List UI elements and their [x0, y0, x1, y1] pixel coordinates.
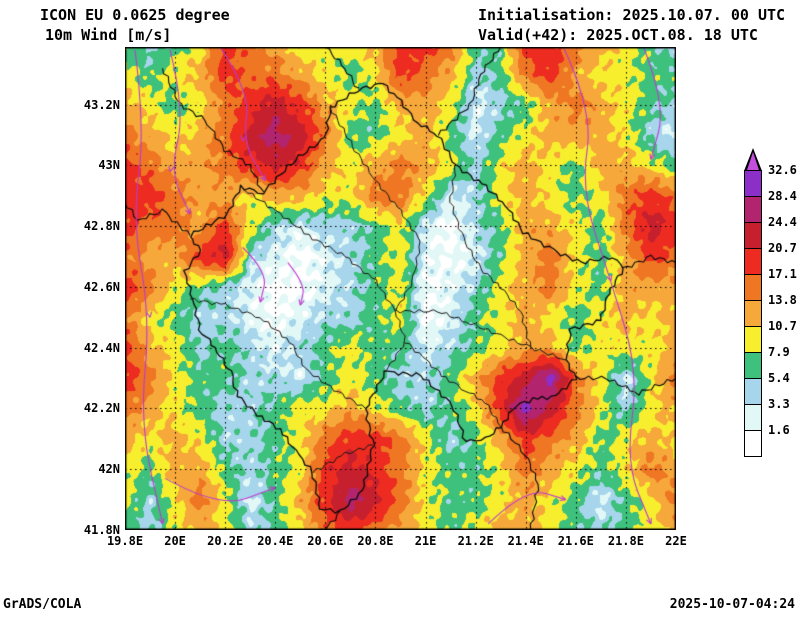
colorbar-arrow-fill [746, 152, 759, 170]
x-tick-label: 20.6E [307, 534, 344, 548]
x-tick-label: 22E [665, 534, 687, 548]
y-tick-label: 42.8N [83, 219, 120, 234]
colorbar-segment [744, 196, 762, 223]
field-title: 10m Wind [m/s] [45, 26, 172, 44]
colorbar-label: 17.1 [768, 267, 797, 281]
colorbar-segment [744, 326, 762, 353]
valid-time-label: Valid(+42): 2025.OCT.08. 18 UTC [478, 26, 758, 44]
y-tick-label: 42.4N [83, 340, 120, 355]
colorbar-label: 5.4 [768, 371, 790, 385]
x-tick-label: 21.4E [507, 534, 544, 548]
colorbar-label: 24.4 [768, 215, 797, 229]
x-tick-label: 21.8E [607, 534, 644, 548]
x-tick-label: 21.6E [557, 534, 594, 548]
colorbar-label: 3.3 [768, 397, 790, 411]
x-tick-label: 20.2E [207, 534, 244, 548]
colorbar-segment [744, 404, 762, 431]
y-tick-label: 42N [98, 462, 120, 477]
colorbar-segment [744, 274, 762, 301]
y-tick-label: 42.2N [83, 401, 120, 416]
colorbar-label: 1.6 [768, 423, 790, 437]
colorbar-label: 7.9 [768, 345, 790, 359]
wind-map-canvas [125, 47, 676, 530]
x-tick-label: 19.8E [106, 534, 144, 548]
colorbar-label: 32.6 [768, 163, 797, 177]
credit-text: GrADS/COLA [3, 597, 82, 612]
x-tick-label: 21.2E [457, 534, 494, 548]
model-title: ICON EU 0.0625 degree [40, 6, 230, 24]
colorbar-segment [744, 222, 762, 249]
colorbar-label: 20.7 [768, 241, 797, 255]
x-tick-label: 21E [414, 534, 437, 548]
colorbar: 1.6 3.3 5.4 7.9 10.7 13.8 17.1 20.7 24.4 28.4 32.6 [744, 148, 800, 468]
x-tick-label: 20.8E [357, 534, 394, 548]
init-time-label: Initialisation: 2025.10.07. 00 UTC [478, 6, 786, 24]
colorbar-segment [744, 170, 762, 197]
y-tick-label: 41.8N [83, 523, 120, 537]
x-tick-label: 20E [164, 534, 186, 548]
colorbar-segment [744, 378, 762, 405]
colorbar-segment [744, 430, 762, 457]
y-tick-label: 42.6N [83, 279, 120, 294]
y-tick-label: 43.2N [83, 97, 120, 112]
colorbar-segment [744, 248, 762, 275]
timestamp-text: 2025-10-07-04:24 [669, 597, 795, 612]
colorbar-label: 10.7 [768, 319, 797, 333]
y-tick-label: 43N [98, 158, 120, 173]
colorbar-segment [744, 300, 762, 327]
colorbar-label: 13.8 [768, 293, 797, 307]
colorbar-label: 28.4 [768, 189, 797, 203]
colorbar-segment [744, 352, 762, 379]
x-tick-label: 20.4E [257, 534, 294, 548]
